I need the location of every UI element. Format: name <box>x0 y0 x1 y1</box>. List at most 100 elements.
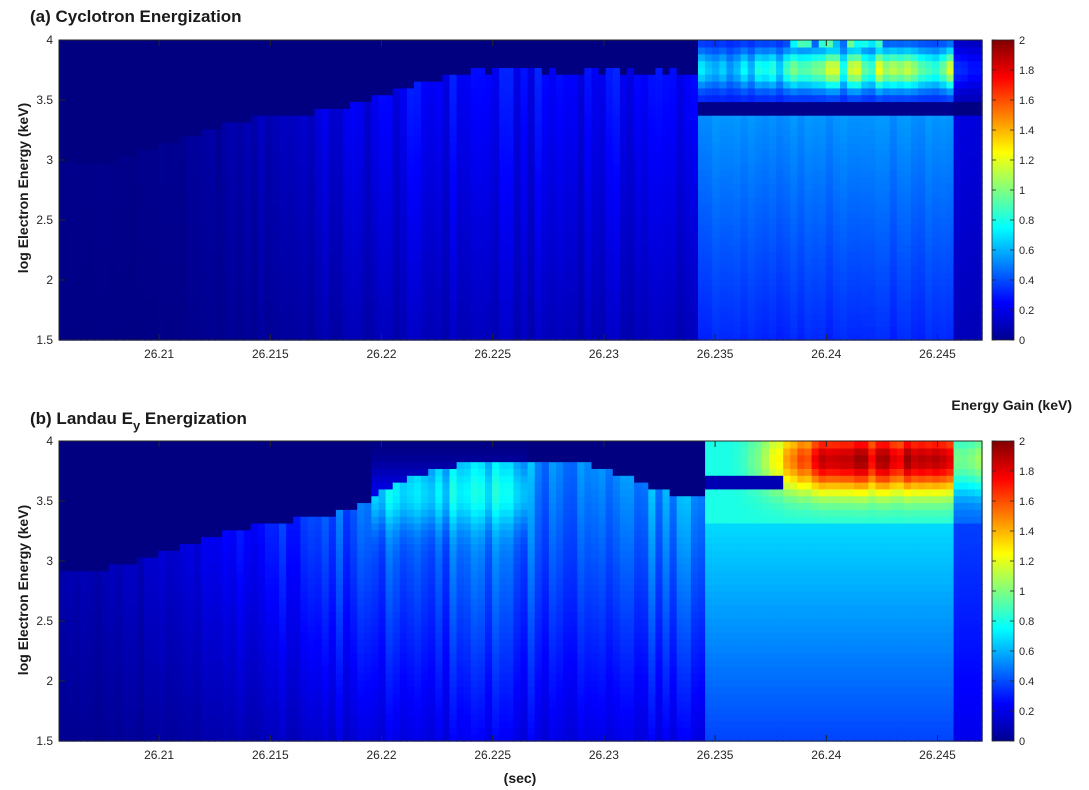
heatmap-cell <box>101 196 110 205</box>
heatmap-cell <box>115 67 124 75</box>
heatmap-cell <box>797 333 806 341</box>
heatmap-cell <box>108 258 117 266</box>
heatmap-cell <box>570 299 578 307</box>
heatmap-cell <box>165 210 174 218</box>
heatmap-cell <box>73 326 81 334</box>
heatmap-cell <box>754 333 763 341</box>
heatmap-cell <box>492 230 500 239</box>
heatmap-cell <box>740 115 749 123</box>
heatmap-cell <box>122 67 131 75</box>
heatmap-cell <box>122 299 131 307</box>
heatmap-cell <box>847 190 855 198</box>
heatmap-cell <box>861 203 870 212</box>
heatmap-cell <box>428 333 436 341</box>
heatmap-cell <box>158 292 167 300</box>
heatmap-cell <box>754 230 763 239</box>
heatmap-cell <box>712 190 720 198</box>
heatmap-cell <box>350 121 358 130</box>
heatmap-cell <box>577 278 586 287</box>
heatmap-cell <box>87 101 96 109</box>
heatmap-cell <box>641 135 649 143</box>
heatmap-cell <box>421 319 429 328</box>
heatmap-cell <box>193 333 202 341</box>
heatmap-cell <box>648 155 657 164</box>
heatmap-cell <box>229 258 238 266</box>
heatmap-cell <box>385 278 394 287</box>
heatmap-cell <box>130 142 138 150</box>
heatmap-cell <box>818 60 827 68</box>
heatmap-cell <box>783 46 791 55</box>
heatmap-cell <box>797 128 806 137</box>
heatmap-cell <box>293 108 302 116</box>
heatmap-cell <box>520 265 529 273</box>
heatmap-cell <box>286 299 294 307</box>
heatmap-cell <box>66 319 74 328</box>
heatmap-cell <box>634 176 642 184</box>
heatmap-cell <box>662 128 671 137</box>
heatmap-cell <box>698 203 706 212</box>
heatmap-cell <box>229 176 238 184</box>
heatmap-cell <box>485 80 493 89</box>
heatmap-cell <box>101 333 110 341</box>
heatmap-cell <box>80 155 89 164</box>
heatmap-cell <box>662 244 671 253</box>
heatmap-cell <box>201 183 209 191</box>
heatmap-cell <box>272 46 280 55</box>
heatmap-cell <box>669 217 678 225</box>
heatmap-cell <box>208 169 216 178</box>
heatmap-cell <box>847 101 855 109</box>
heatmap-cell <box>286 176 294 184</box>
heatmap-cell <box>385 265 394 273</box>
heatmap-cell <box>761 87 770 96</box>
heatmap-cell <box>158 40 167 48</box>
heatmap-cell <box>449 196 458 205</box>
heatmap-cell <box>577 87 586 96</box>
heatmap-cell <box>662 169 671 178</box>
heatmap-cell <box>598 155 607 164</box>
heatmap-cell <box>449 305 458 314</box>
heatmap-cell <box>250 87 259 96</box>
heatmap-cell <box>364 244 373 253</box>
heatmap-cell <box>513 244 522 253</box>
heatmap-cell <box>619 258 628 266</box>
heatmap-cell <box>357 333 365 341</box>
heatmap-cell <box>463 312 472 321</box>
heatmap-cell <box>761 292 770 300</box>
heatmap-cell <box>364 258 373 266</box>
heatmap-cell <box>648 94 657 103</box>
heatmap-cell <box>73 53 81 62</box>
heatmap-cell <box>385 67 394 75</box>
heatmap-cell <box>236 326 245 334</box>
heatmap-cell <box>840 94 848 103</box>
heatmap-cell <box>321 265 330 273</box>
heatmap-cell <box>300 326 309 334</box>
heatmap-cell <box>847 183 855 191</box>
heatmap-cell <box>584 162 593 171</box>
heatmap-cell <box>279 251 287 259</box>
heatmap-cell <box>122 80 131 89</box>
heatmap-cell <box>477 128 486 137</box>
heatmap-cell <box>769 128 777 137</box>
heatmap-cell <box>747 67 756 75</box>
heatmap-cell <box>627 142 635 150</box>
heatmap-cell <box>513 115 522 123</box>
heatmap-cell <box>698 80 706 89</box>
heatmap-cell <box>321 169 330 178</box>
heatmap-cell <box>825 305 834 314</box>
heatmap-cell <box>598 46 607 55</box>
heatmap-cell <box>712 319 720 328</box>
heatmap-cell <box>769 285 777 293</box>
heatmap-cell <box>769 135 777 143</box>
heatmap-cell <box>215 312 223 321</box>
heatmap-cell <box>215 210 223 218</box>
heatmap-cell <box>669 224 678 232</box>
heatmap-cell <box>712 40 720 48</box>
heatmap-cell <box>272 183 280 191</box>
heatmap-cell <box>570 251 578 259</box>
heatmap-cell <box>179 162 188 171</box>
heatmap-cell <box>406 40 415 48</box>
heatmap-cell <box>371 115 380 123</box>
heatmap-cell <box>591 265 600 273</box>
heatmap-cell <box>740 278 749 287</box>
heatmap-cell <box>619 101 628 109</box>
